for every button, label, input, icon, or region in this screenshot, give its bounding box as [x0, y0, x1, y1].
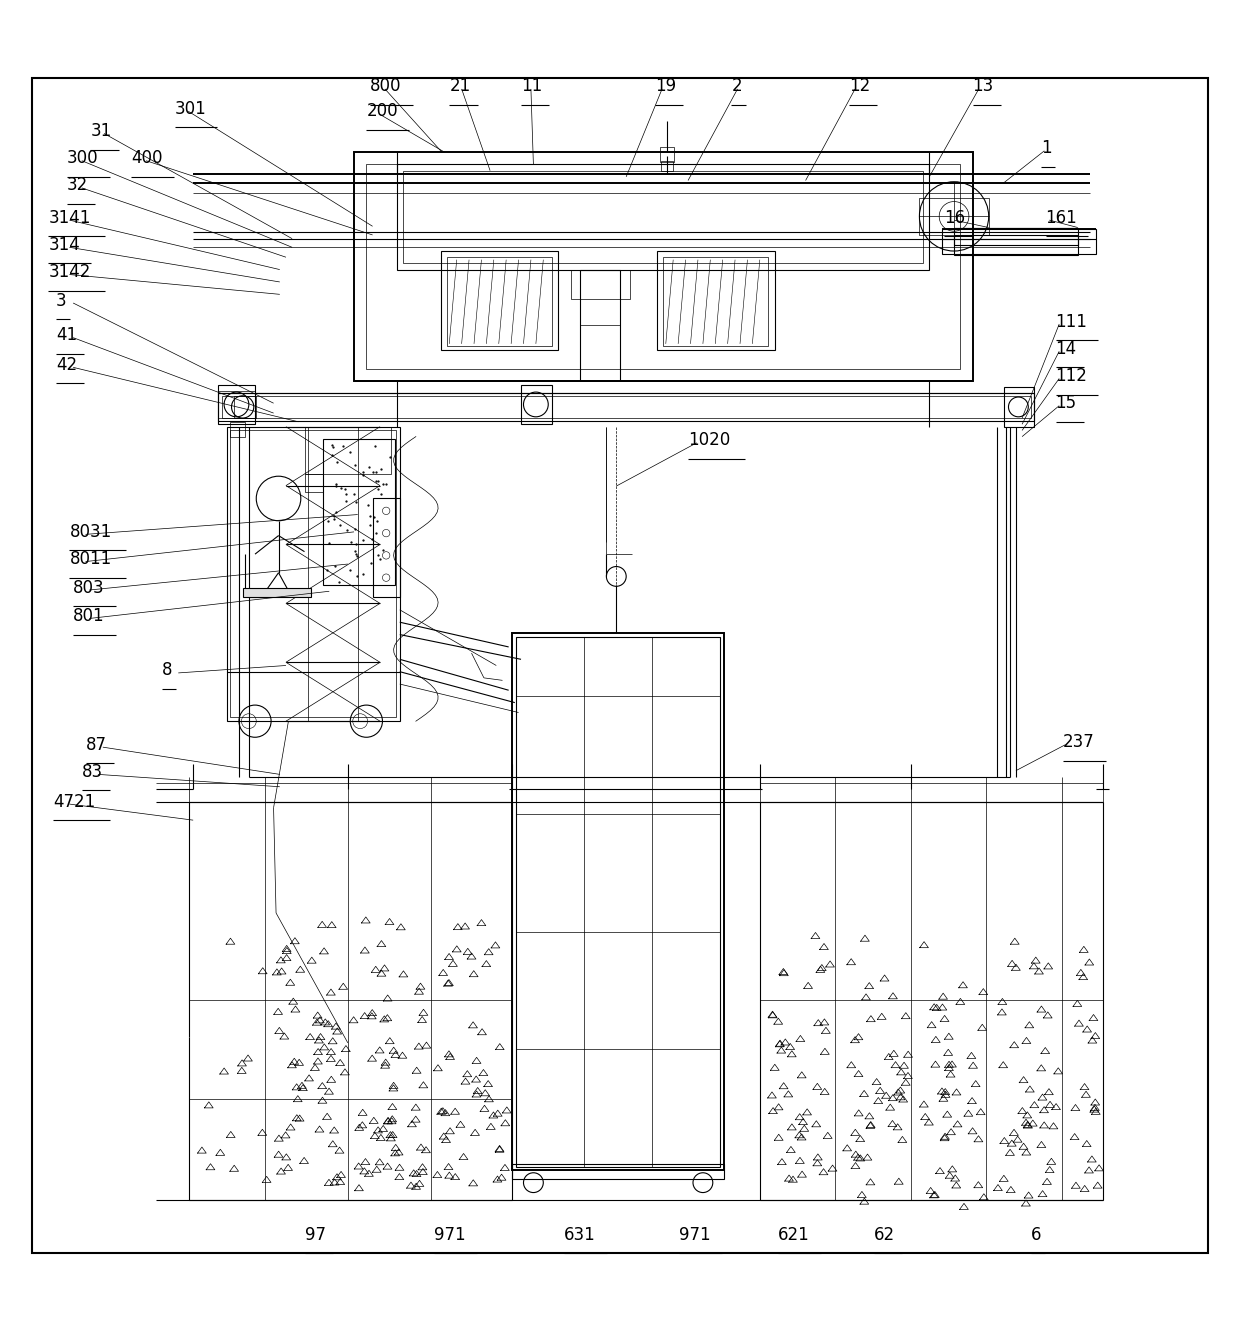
Bar: [941, 229, 1096, 253]
Text: 3141: 3141: [48, 209, 91, 226]
Bar: [954, 236, 1078, 245]
Bar: [305, 427, 391, 474]
Bar: [243, 587, 311, 598]
Text: 83: 83: [82, 763, 103, 781]
Text: 400: 400: [131, 149, 162, 168]
Bar: [353, 152, 972, 381]
Text: 971: 971: [680, 1226, 711, 1243]
Bar: [403, 170, 923, 264]
Bar: [372, 499, 399, 598]
Bar: [1003, 387, 1034, 427]
Text: 21: 21: [449, 77, 470, 96]
Text: 8031: 8031: [69, 523, 112, 540]
Bar: [512, 1165, 724, 1179]
Text: 11: 11: [521, 77, 542, 96]
Bar: [521, 385, 552, 425]
Bar: [234, 395, 257, 418]
Bar: [218, 394, 1034, 421]
Bar: [516, 638, 720, 1166]
Text: 8011: 8011: [69, 550, 112, 568]
Text: 300: 300: [67, 149, 99, 168]
Text: 800: 800: [370, 77, 402, 96]
Bar: [218, 385, 255, 425]
Bar: [227, 427, 399, 721]
Text: 3142: 3142: [48, 264, 91, 281]
Bar: [954, 228, 1078, 254]
Bar: [366, 165, 960, 369]
Text: 237: 237: [1063, 733, 1095, 751]
Text: 13: 13: [972, 77, 993, 96]
Bar: [231, 422, 246, 437]
Bar: [397, 165, 929, 270]
Bar: [570, 270, 630, 299]
Bar: [661, 161, 673, 170]
Text: 112: 112: [1055, 367, 1087, 385]
Text: 161: 161: [1045, 209, 1078, 226]
Bar: [440, 252, 558, 350]
Text: 801: 801: [73, 607, 104, 626]
Text: 621: 621: [779, 1226, 810, 1243]
Text: 62: 62: [874, 1226, 895, 1243]
Text: 97: 97: [305, 1226, 326, 1243]
Bar: [218, 391, 255, 418]
Bar: [512, 634, 724, 1170]
Bar: [231, 430, 396, 717]
Text: 4721: 4721: [53, 792, 95, 811]
Text: 1: 1: [1040, 140, 1052, 157]
Text: 971: 971: [434, 1226, 466, 1243]
Bar: [305, 474, 324, 492]
Bar: [660, 148, 675, 162]
Text: 41: 41: [56, 326, 77, 345]
Text: 31: 31: [91, 122, 112, 140]
Bar: [446, 257, 552, 346]
Text: 631: 631: [564, 1226, 596, 1243]
Bar: [222, 395, 1030, 418]
Text: 6: 6: [1030, 1226, 1042, 1243]
Text: 2: 2: [732, 77, 742, 96]
Text: 42: 42: [56, 355, 77, 374]
Text: 16: 16: [944, 209, 965, 226]
Text: 3: 3: [56, 291, 67, 310]
Bar: [657, 252, 775, 350]
Text: 14: 14: [1055, 339, 1076, 358]
Text: 8: 8: [162, 662, 172, 679]
Text: 803: 803: [73, 579, 104, 596]
Text: 301: 301: [175, 100, 206, 117]
Bar: [663, 257, 769, 346]
Bar: [324, 439, 394, 586]
Text: 12: 12: [849, 77, 870, 96]
Text: 87: 87: [86, 736, 107, 753]
Text: 314: 314: [48, 236, 81, 254]
Text: 1020: 1020: [688, 431, 730, 450]
Text: 200: 200: [366, 102, 398, 120]
Text: 19: 19: [655, 77, 676, 96]
Text: 15: 15: [1055, 394, 1076, 413]
Bar: [919, 198, 988, 236]
Text: 32: 32: [67, 177, 88, 194]
Text: 111: 111: [1055, 313, 1087, 330]
